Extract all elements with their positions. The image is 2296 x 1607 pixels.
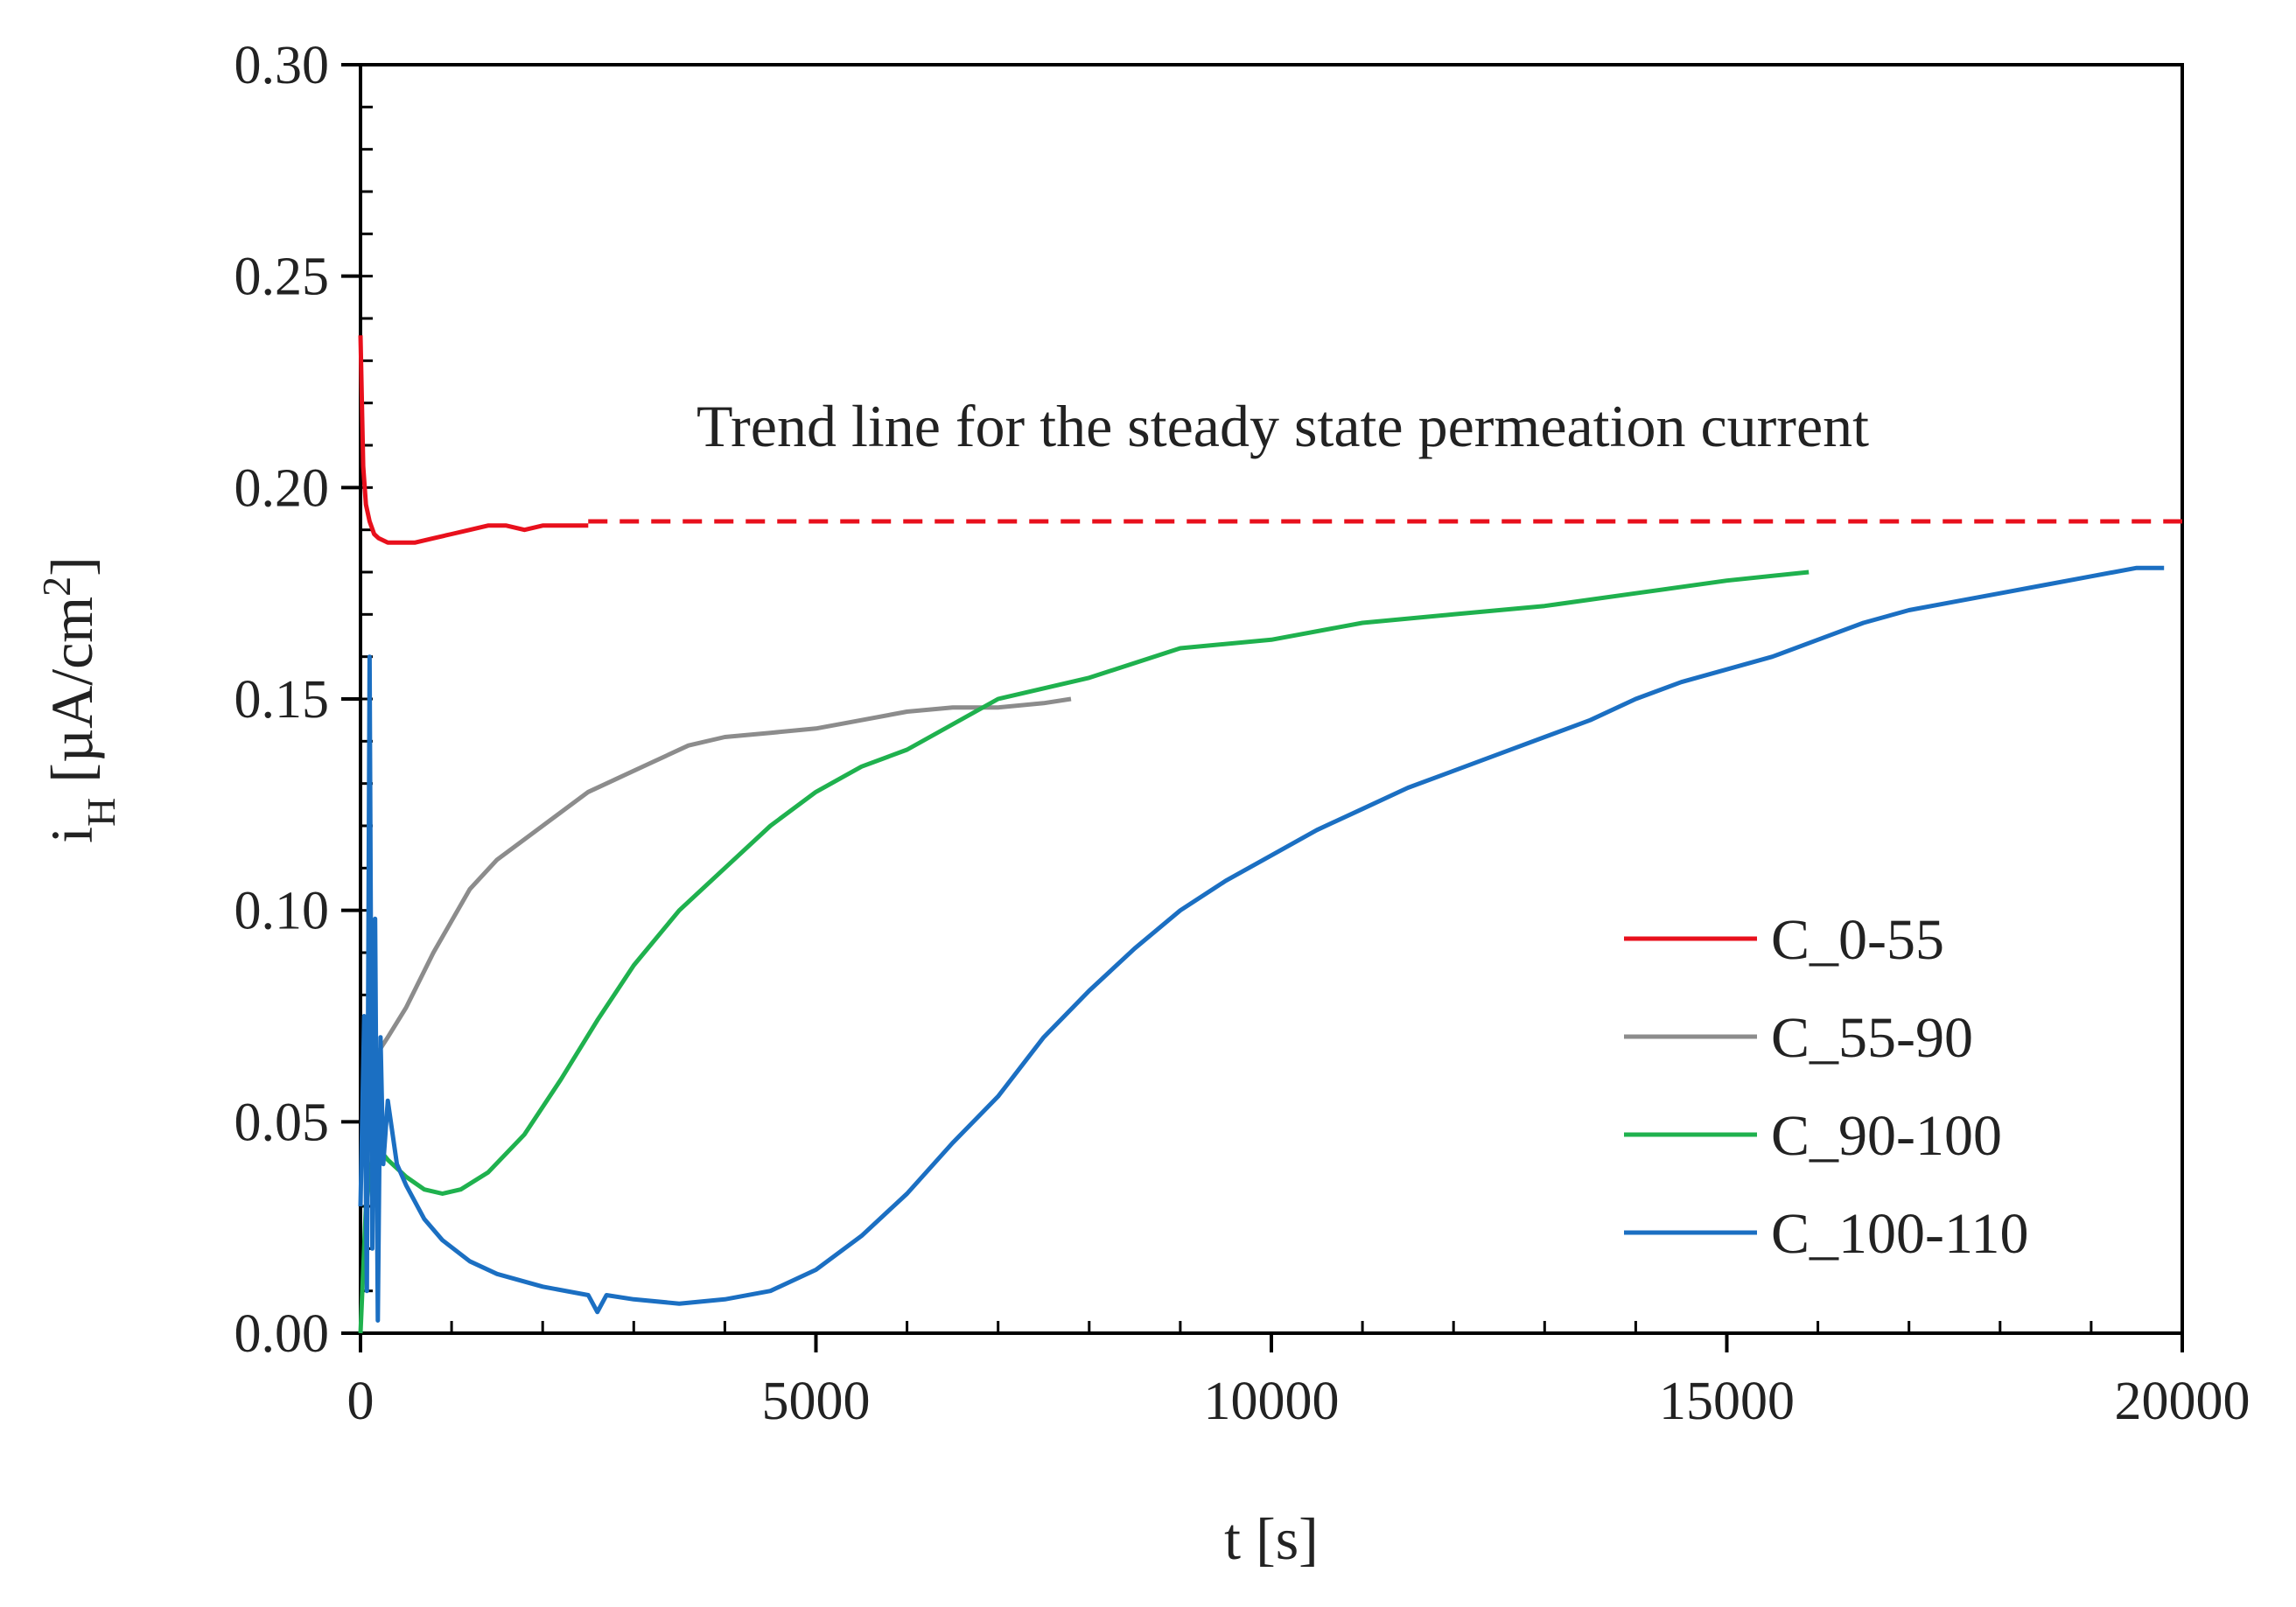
series-lines: [358, 335, 2165, 1334]
legend-label: C_90-100: [1771, 1104, 2002, 1168]
y-axis-title: iH [µA/cm2]: [34, 556, 123, 843]
trend-line-annotation: Trend line for the steady state permeati…: [696, 393, 1869, 459]
x-tick-labels: 0 5000 10000 15000 20000: [347, 1372, 2250, 1431]
x-tick-label: 5000: [762, 1372, 871, 1431]
legend-label: C_0-55: [1771, 908, 1944, 972]
y-tick-label: 0.00: [234, 1304, 330, 1364]
series-line-C_55-90: [372, 696, 1072, 1060]
legend-label: C_55-90: [1771, 1006, 1973, 1070]
x-tick-label: 20000: [2115, 1372, 2250, 1431]
legend-label: C_100-110: [1771, 1202, 2029, 1266]
major-ticks: [341, 63, 2184, 1352]
y-axis-title-close: ]: [38, 556, 105, 576]
y-tick-label: 0.15: [234, 670, 330, 730]
x-axis-title: t [s]: [1224, 1506, 1319, 1572]
y-axis-title-main: i: [38, 827, 105, 843]
y-tick-label: 0.10: [234, 882, 330, 941]
y-tick-label: 0.25: [234, 248, 330, 307]
legend: C_0-55 C_55-90 C_90-100 C_100-110: [1624, 908, 2029, 1266]
y-axis-title-unit: [µA/cm: [38, 597, 105, 798]
series-line-C_100-110: [358, 565, 2165, 1323]
x-tick-label: 0: [347, 1372, 374, 1431]
series-line-C_0-55: [358, 335, 589, 545]
y-axis-title-superscript: 2: [34, 576, 79, 597]
y-tick-label: 0.20: [234, 458, 330, 518]
x-tick-label: 10000: [1204, 1372, 1340, 1431]
series-line-C_90-100: [358, 569, 1810, 1334]
y-tick-label: 0.30: [234, 36, 330, 95]
y-tick-labels: 0.00 0.05 0.10 0.15 0.20 0.25 0.30: [234, 36, 330, 1364]
x-tick-label: 15000: [1659, 1372, 1795, 1431]
y-axis-title-subscript: H: [79, 798, 123, 827]
y-tick-label: 0.05: [234, 1093, 330, 1152]
